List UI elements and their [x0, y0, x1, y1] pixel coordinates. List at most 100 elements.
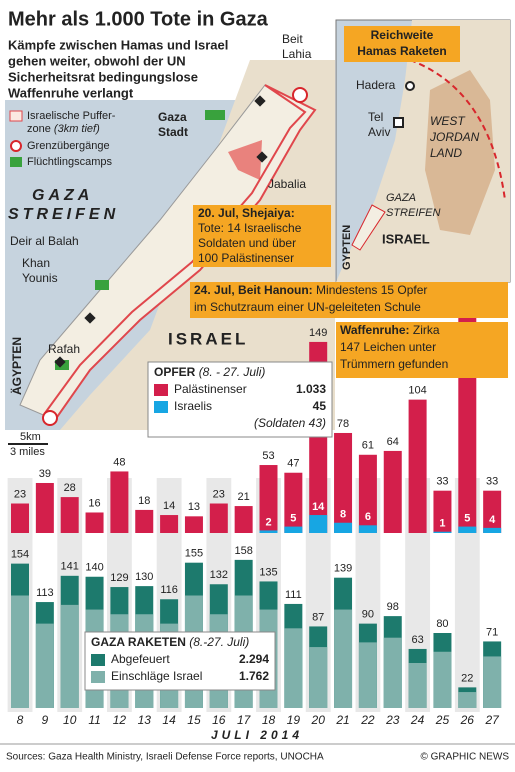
x-tick-label: 8: [17, 713, 24, 727]
subtitle: Kämpfe zwischen Hamas und Israel: [8, 37, 228, 52]
legend-label: Flüchtlingscamps: [27, 156, 112, 168]
place-label: Beit: [282, 32, 303, 46]
value-label: 132: [210, 569, 228, 581]
region-label: STREIFEN: [8, 206, 119, 223]
legend-label: zone (3km tief): [27, 123, 100, 135]
annotation-box: [193, 205, 331, 267]
bar: [458, 526, 477, 533]
annotation-head: Waffenruhe:: [340, 323, 410, 337]
value-label: 14: [312, 501, 325, 513]
value-label: 111: [285, 589, 302, 601]
bar: [458, 692, 477, 708]
legend-total: 1.033: [296, 382, 326, 396]
value-label: 149: [309, 327, 327, 339]
value-label: 18: [138, 495, 150, 507]
scale-label: 3 miles: [10, 446, 45, 458]
place-label: Jabalia: [268, 177, 306, 191]
value-label: 61: [362, 440, 374, 452]
value-label: 135: [259, 566, 277, 578]
region-label: GYPTEN: [341, 225, 353, 270]
annotation-head: 20. Jul, Shejaiya:: [198, 206, 295, 220]
legend-box: [84, 631, 276, 691]
inset-title-box: [344, 26, 460, 62]
value-label: 33: [436, 476, 448, 488]
value-label: 155: [185, 548, 203, 560]
bar: [383, 637, 402, 708]
legend-label: Abgefeuert: [111, 652, 170, 666]
place-marker: [256, 151, 268, 163]
value-label: 130: [135, 571, 153, 583]
inset-title: Reichweite: [371, 28, 434, 42]
inset-title: Hamas Raketen: [357, 44, 446, 58]
x-tick-label: 26: [460, 713, 475, 727]
region-label: WEST: [430, 114, 466, 128]
value-label: 64: [387, 436, 399, 448]
bar: [60, 497, 79, 533]
inset-westbank: [425, 70, 495, 235]
subtitle: Sicherheitsrat bedingungslose: [8, 69, 198, 84]
bar: [309, 647, 328, 708]
charts: 2339281648181413232153471497861641043316…: [7, 302, 502, 742]
value-label: 2: [265, 516, 271, 528]
subtitle: gehen weiter, obwohl der UN: [8, 53, 186, 68]
annotation-box: [190, 282, 508, 318]
legend-label: Einschläge Israel: [111, 669, 202, 683]
rocket-range: [409, 59, 506, 201]
value-label: 63: [411, 634, 423, 646]
bar: [160, 515, 179, 533]
value-label: 14: [163, 500, 175, 512]
annotation-text: Mindestens 15 Opfer: [316, 283, 427, 297]
legend-label: zone: [27, 123, 51, 135]
bar: [110, 471, 129, 533]
legend-label: Grenzübergänge: [27, 140, 110, 152]
bar: [408, 399, 427, 533]
value-label: 13: [188, 501, 200, 513]
legend-total: 1.762: [239, 669, 269, 683]
bar: [433, 490, 452, 533]
x-tick-label: 14: [162, 713, 176, 727]
value-label: 39: [39, 468, 51, 480]
legend-swatch: [91, 654, 105, 666]
annotation-text: Zirka: [413, 323, 440, 337]
bar: [334, 609, 353, 708]
x-tick-label: 13: [138, 713, 152, 727]
place-label: Deir al Balah: [10, 234, 79, 248]
city-label: Aviv: [368, 125, 390, 139]
x-tick-label: 10: [63, 713, 77, 727]
legend-swatch: [91, 671, 105, 683]
bar: [334, 522, 353, 533]
city-label: Hadera: [356, 78, 396, 92]
value-label: 22: [461, 672, 473, 684]
value-label: 158: [234, 545, 252, 557]
region-label: JORDAN: [429, 130, 480, 144]
value-label: 5: [290, 512, 296, 524]
annotation-head: 24. Jul, Beit Hanoun:: [194, 283, 313, 297]
value-label: 23: [213, 488, 225, 500]
x-tick-label: 19: [287, 713, 301, 727]
annotations: 20. Jul, Shejaiya: Tote: 14 Israelische …: [190, 205, 508, 378]
bar: [334, 432, 353, 533]
x-tick-label: 27: [484, 713, 500, 727]
camp: [205, 110, 225, 120]
value-label: 1: [439, 518, 445, 530]
region-label: ISRAEL: [382, 231, 430, 246]
bar: [284, 472, 303, 533]
value-label: 28: [64, 482, 76, 494]
annotation-text: 100 Palästinenser: [198, 251, 294, 265]
legend-total: 2.294: [239, 652, 269, 666]
bar: [11, 503, 29, 533]
annotation-text: Waffenruhe: Zirka: [340, 323, 440, 337]
annotation-text: im Schutzraum einer UN-geleiteten Schule: [194, 300, 421, 314]
value-label: 21: [238, 491, 250, 503]
place-label: Gaza: [158, 110, 187, 124]
legend-note: (Soldaten 43): [254, 416, 326, 430]
value-label: 16: [88, 497, 100, 509]
bar: [11, 595, 29, 708]
value-label: 78: [337, 418, 349, 430]
bar: [358, 525, 377, 533]
bar: [209, 503, 228, 533]
bar: [309, 515, 328, 533]
bar: [433, 651, 452, 708]
place-label: Rafah: [48, 342, 80, 356]
